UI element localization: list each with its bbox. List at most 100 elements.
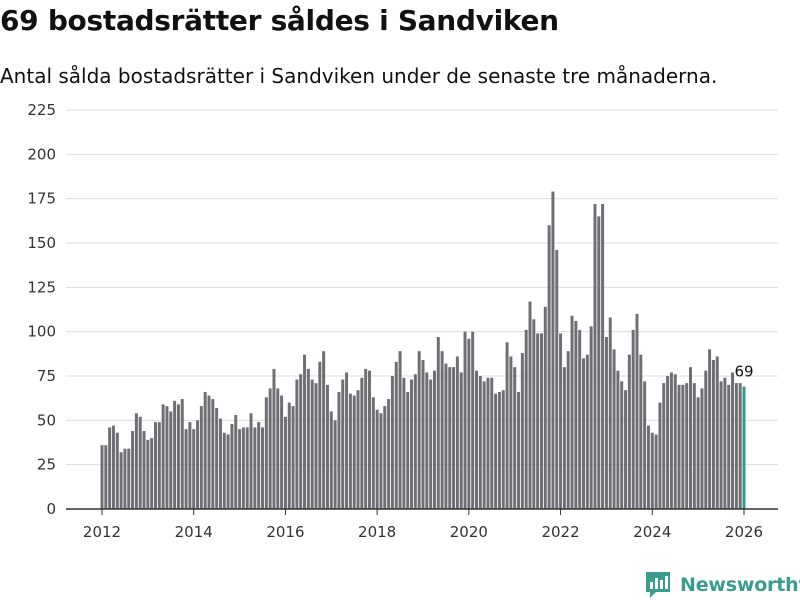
bar bbox=[650, 432, 654, 509]
x-tick-label: 2020 bbox=[450, 523, 488, 541]
bar bbox=[494, 393, 498, 509]
newsworthy-logo[interactable]: Newsworthy bbox=[644, 570, 800, 600]
bar bbox=[604, 336, 608, 509]
bar bbox=[303, 354, 307, 509]
bar bbox=[425, 372, 429, 509]
bar bbox=[100, 445, 104, 509]
bar bbox=[566, 351, 570, 509]
bar bbox=[394, 361, 398, 509]
y-tick-label: 200 bbox=[27, 145, 56, 163]
bar bbox=[192, 429, 196, 509]
bar bbox=[517, 391, 521, 509]
bar bbox=[685, 383, 689, 509]
bar bbox=[142, 430, 146, 509]
bar bbox=[585, 354, 589, 509]
bar bbox=[731, 372, 735, 509]
bar bbox=[215, 407, 219, 509]
bar bbox=[337, 391, 341, 509]
bar bbox=[429, 379, 433, 509]
bar bbox=[452, 367, 456, 509]
bar bbox=[119, 452, 123, 509]
bar bbox=[620, 381, 624, 509]
bar bbox=[410, 379, 414, 509]
bar bbox=[249, 413, 253, 509]
bar bbox=[138, 416, 142, 509]
bar bbox=[727, 384, 731, 509]
x-tick-label: 2024 bbox=[633, 523, 671, 541]
bar-highlight bbox=[742, 386, 746, 509]
bar bbox=[570, 315, 574, 509]
y-tick-label: 0 bbox=[46, 500, 56, 518]
bar bbox=[131, 430, 135, 509]
bar bbox=[257, 422, 261, 509]
bar bbox=[669, 372, 673, 509]
bar bbox=[165, 406, 169, 509]
bar bbox=[692, 383, 696, 509]
last-value-label: 69 bbox=[734, 363, 753, 381]
bar bbox=[436, 336, 440, 509]
bar bbox=[711, 360, 715, 509]
bar bbox=[108, 427, 112, 509]
bar bbox=[666, 376, 670, 509]
bar bbox=[612, 349, 616, 509]
bar bbox=[207, 395, 211, 509]
y-tick-label: 100 bbox=[27, 323, 56, 341]
bar bbox=[241, 427, 245, 509]
bar bbox=[413, 374, 417, 509]
bar bbox=[364, 368, 368, 509]
bar bbox=[238, 429, 242, 509]
bar bbox=[387, 399, 391, 509]
bar bbox=[375, 409, 379, 509]
bar bbox=[406, 391, 410, 509]
bar bbox=[616, 370, 620, 509]
bar bbox=[333, 420, 337, 509]
bar bbox=[524, 329, 528, 509]
bar bbox=[509, 356, 513, 509]
bar bbox=[482, 381, 486, 509]
y-tick-label: 25 bbox=[37, 456, 56, 474]
bar bbox=[467, 338, 471, 509]
bar bbox=[555, 250, 559, 510]
bar bbox=[662, 383, 666, 509]
bar bbox=[646, 425, 650, 509]
bar bbox=[624, 390, 628, 509]
bar bbox=[184, 429, 188, 509]
bar bbox=[715, 356, 719, 509]
bar bbox=[218, 418, 222, 509]
bar bbox=[154, 422, 157, 509]
bar bbox=[127, 448, 131, 509]
bar bbox=[440, 351, 444, 509]
bar bbox=[677, 384, 681, 509]
bar bbox=[559, 333, 563, 509]
bar bbox=[658, 402, 662, 509]
bar bbox=[639, 354, 643, 509]
bar bbox=[455, 356, 459, 509]
bar bbox=[345, 372, 349, 509]
x-axis-ticks: 2012 2014 2016 2018 2020 2022 2024 2026 bbox=[83, 509, 763, 541]
bar bbox=[643, 381, 647, 509]
bar bbox=[383, 406, 387, 509]
bar bbox=[719, 381, 723, 509]
x-tick-label: 2022 bbox=[541, 523, 579, 541]
bar bbox=[368, 370, 371, 509]
bar bbox=[459, 372, 463, 509]
bar bbox=[310, 379, 314, 509]
bars bbox=[100, 191, 746, 510]
bar bbox=[287, 402, 291, 509]
x-tick-label: 2026 bbox=[725, 523, 763, 541]
bar bbox=[291, 406, 295, 509]
x-tick-label: 2014 bbox=[175, 523, 213, 541]
bar bbox=[322, 351, 326, 509]
bar bbox=[490, 377, 494, 509]
bar bbox=[360, 377, 364, 509]
bar bbox=[180, 399, 184, 509]
bar bbox=[486, 377, 490, 509]
bar bbox=[115, 432, 119, 509]
bar bbox=[432, 370, 436, 509]
bar bbox=[203, 391, 207, 509]
bar bbox=[104, 445, 108, 509]
bar bbox=[417, 351, 421, 509]
bar bbox=[173, 400, 177, 509]
bar bbox=[536, 333, 540, 509]
